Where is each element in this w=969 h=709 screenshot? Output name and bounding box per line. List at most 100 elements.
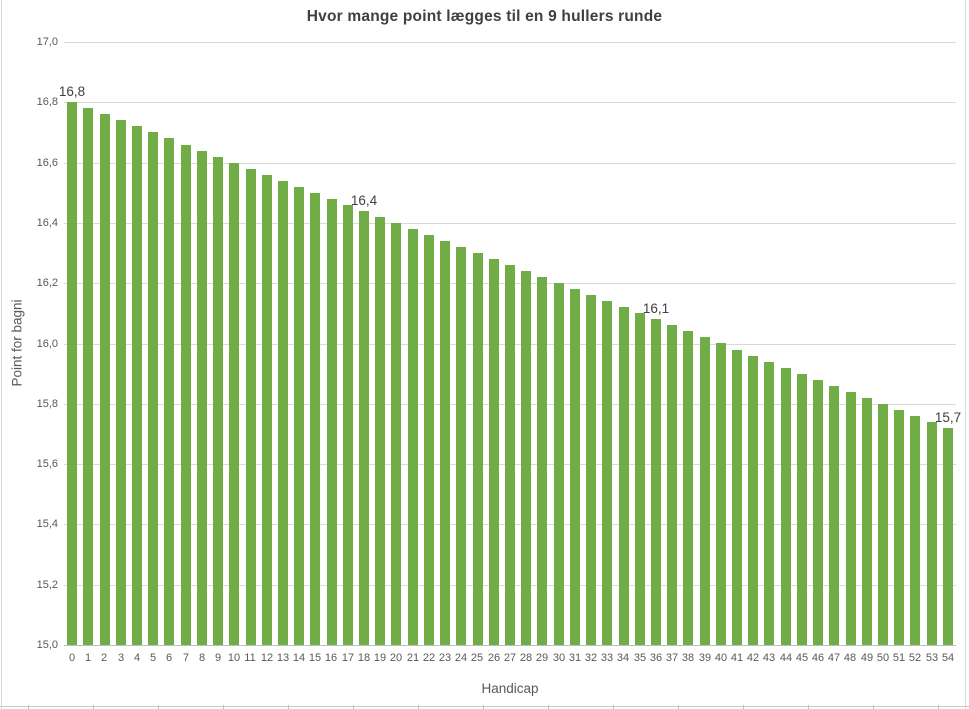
- x-axis-title: Handicap: [481, 681, 539, 696]
- bar-handicap-33: [602, 301, 612, 645]
- bar-handicap-13: [278, 181, 288, 645]
- x-tick-label: 43: [762, 652, 776, 664]
- chart-border-right: [965, 0, 966, 709]
- x-tick-label: 24: [454, 652, 468, 664]
- y-tick-label: 16,2: [36, 277, 58, 289]
- x-tick-label: 37: [665, 652, 679, 664]
- x-tick-label: 13: [276, 652, 290, 664]
- x-tick-label: 39: [698, 652, 712, 664]
- x-tick-label: 42: [746, 652, 760, 664]
- x-tick-label: 45: [795, 652, 809, 664]
- bar-handicap-40: [716, 343, 726, 645]
- data-label-handicap-0: 16,8: [58, 84, 86, 99]
- bar-handicap-29: [537, 277, 547, 645]
- bar-handicap-10: [229, 163, 239, 645]
- x-tick-label: 44: [779, 652, 793, 664]
- sheet-column-tick: [548, 705, 549, 709]
- y-tick-label: 17,0: [36, 36, 58, 48]
- x-tick-label: 4: [133, 652, 141, 664]
- x-tick-label: 14: [292, 652, 306, 664]
- bar-handicap-21: [408, 229, 418, 645]
- y-tick-label: 16,8: [36, 96, 58, 108]
- sheet-column-tick: [613, 705, 614, 709]
- x-tick-label: 47: [827, 652, 841, 664]
- x-tick-label: 31: [568, 652, 582, 664]
- x-tick-label: 53: [925, 652, 939, 664]
- bar-handicap-34: [619, 307, 629, 645]
- x-tick-label: 8: [198, 652, 206, 664]
- x-tick-label: 38: [681, 652, 695, 664]
- bar-handicap-37: [667, 325, 677, 645]
- gridline: [64, 102, 956, 103]
- bar-handicap-18: [359, 211, 369, 645]
- x-tick-label: 26: [487, 652, 501, 664]
- bar-handicap-44: [781, 368, 791, 645]
- x-tick-label: 29: [535, 652, 549, 664]
- x-tick-label: 9: [214, 652, 222, 664]
- y-tick-label: 15,4: [36, 518, 58, 530]
- x-tick-label: 28: [519, 652, 533, 664]
- bar-handicap-0: [67, 102, 77, 645]
- sheet-column-tick: [418, 705, 419, 709]
- x-tick-label: 22: [422, 652, 436, 664]
- chart-title: Hvor mange point lægges til en 9 hullers…: [306, 8, 663, 25]
- sheet-column-tick: [873, 705, 874, 709]
- x-tick-label: 6: [165, 652, 173, 664]
- y-tick-label: 16,0: [36, 338, 58, 350]
- bar-handicap-28: [521, 271, 531, 645]
- bar-handicap-12: [262, 175, 272, 645]
- sheet-column-tick: [483, 705, 484, 709]
- bar-handicap-11: [246, 169, 256, 645]
- bar-handicap-54: [943, 428, 953, 645]
- bar-handicap-8: [197, 151, 207, 645]
- x-tick-label: 50: [876, 652, 890, 664]
- bar-handicap-14: [294, 187, 304, 645]
- x-tick-label: 36: [649, 652, 663, 664]
- x-tick-label: 10: [227, 652, 241, 664]
- x-tick-label: 52: [908, 652, 922, 664]
- bar-handicap-20: [391, 223, 401, 645]
- bar-handicap-47: [829, 386, 839, 645]
- x-tick-label: 32: [584, 652, 598, 664]
- bar-handicap-49: [862, 398, 872, 645]
- bar-handicap-52: [910, 416, 920, 645]
- gridline: [64, 223, 956, 224]
- chart-border-left: [1, 0, 2, 709]
- bar-handicap-51: [894, 410, 904, 645]
- x-tick-label: 30: [552, 652, 566, 664]
- x-tick-label: 0: [68, 652, 76, 664]
- x-tick-label: 23: [438, 652, 452, 664]
- sheet-column-tick: [743, 705, 744, 709]
- x-tick-label: 46: [811, 652, 825, 664]
- bar-handicap-2: [100, 114, 110, 645]
- x-tick-label: 5: [149, 652, 157, 664]
- bar-handicap-4: [132, 126, 142, 645]
- x-tick-label: 33: [600, 652, 614, 664]
- x-tick-label: 18: [357, 652, 371, 664]
- x-tick-label: 21: [406, 652, 420, 664]
- bar-handicap-50: [878, 404, 888, 645]
- sheet-column-tick: [288, 705, 289, 709]
- y-tick-label: 15,8: [36, 398, 58, 410]
- x-tick-label: 3: [117, 652, 125, 664]
- bar-handicap-36: [651, 319, 661, 645]
- sheet-column-tick: [158, 705, 159, 709]
- bar-handicap-7: [181, 145, 191, 645]
- bar-handicap-16: [327, 199, 337, 645]
- x-tick-label: 54: [941, 652, 955, 664]
- bar-handicap-43: [764, 362, 774, 645]
- x-tick-label: 27: [503, 652, 517, 664]
- bar-handicap-9: [213, 157, 223, 645]
- bar-handicap-30: [554, 283, 564, 645]
- sheet-column-tick: [93, 705, 94, 709]
- x-tick-label: 7: [182, 652, 190, 664]
- bar-handicap-23: [440, 241, 450, 645]
- y-tick-label: 15,6: [36, 458, 58, 470]
- x-tick-label: 15: [308, 652, 322, 664]
- bar-handicap-53: [927, 422, 937, 645]
- bar-handicap-39: [700, 337, 710, 645]
- sheet-column-tick: [938, 705, 939, 709]
- bar-handicap-3: [116, 120, 126, 645]
- data-label-handicap-54: 15,7: [934, 410, 962, 425]
